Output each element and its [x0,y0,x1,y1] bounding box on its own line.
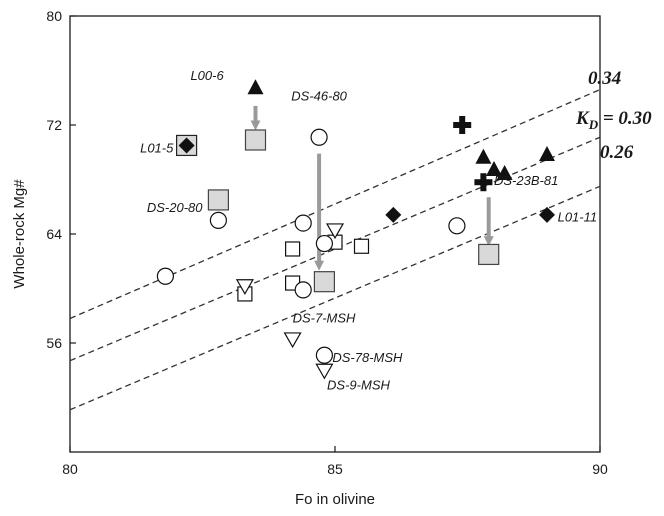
point-circle [294,214,312,232]
sample-label: DS-20-80 [147,200,203,215]
y-tick-label: 80 [46,8,62,24]
kd-lines [70,88,600,411]
sample-label: L01-11 [558,210,598,225]
point-diamond [385,206,402,223]
point-triangle-down [235,279,254,295]
sample-label: DS-7-MSH [293,311,356,326]
point-triangle-down [315,363,334,380]
kd-line [70,185,600,411]
y-tick-label: 72 [46,117,62,133]
data-points [156,79,555,380]
sample-label: DS-9-MSH [327,377,390,392]
point-gray-square [313,271,335,293]
point-gray-square [478,243,500,266]
point-square [353,238,370,254]
y-axis-title: Whole-rock Mg# [11,179,28,289]
point-triangle [475,148,492,164]
point-gray-square [244,129,267,151]
point-circle [310,128,328,146]
point-triangle [496,165,513,181]
kd-line [70,88,600,320]
point-circle [294,281,312,299]
sample-label: DS-78-MSH [332,350,403,365]
point-circle [209,211,227,229]
point-circle [315,346,333,364]
sample-label: L00-6 [190,68,224,83]
point-triangle [247,79,264,95]
point-triangle [539,145,555,161]
x-tick-label: 90 [592,461,608,477]
point-gray-square [207,189,229,211]
x-tick-label: 85 [327,461,343,477]
point-circle [315,234,333,253]
kd-label-034: 0.34 [588,68,621,89]
point-triangle [486,160,502,176]
sample-label: L01-5 [140,140,174,155]
point-plus-v [459,116,466,134]
axes: 80 85 90 56 64 72 80 [46,8,608,477]
y-tick-label: 56 [46,335,62,351]
point-circle [448,217,466,235]
point-circle [156,267,174,285]
point-diamond [539,206,555,223]
x-tick-label: 80 [62,461,78,477]
point-diamond-inner [178,137,195,154]
sample-labels: 0.34 KD = 0.30 0.26 L00-6 L01-5 DS-46-80 DS-20… [140,68,652,392]
kd-label-026: 0.26 [600,142,634,163]
sample-label: DS-23B-81 [494,173,558,188]
kd-line [70,136,600,362]
point-triangle-down [283,332,302,349]
x-axis-title: Fo in olivine [295,491,375,508]
point-plus-v [480,173,487,192]
kd-label-030: KD = 0.30 [575,108,652,132]
point-square [285,241,301,257]
point-triangle-down [325,223,345,240]
y-tick-label: 64 [46,226,62,242]
sample-label: DS-46-80 [291,88,347,103]
